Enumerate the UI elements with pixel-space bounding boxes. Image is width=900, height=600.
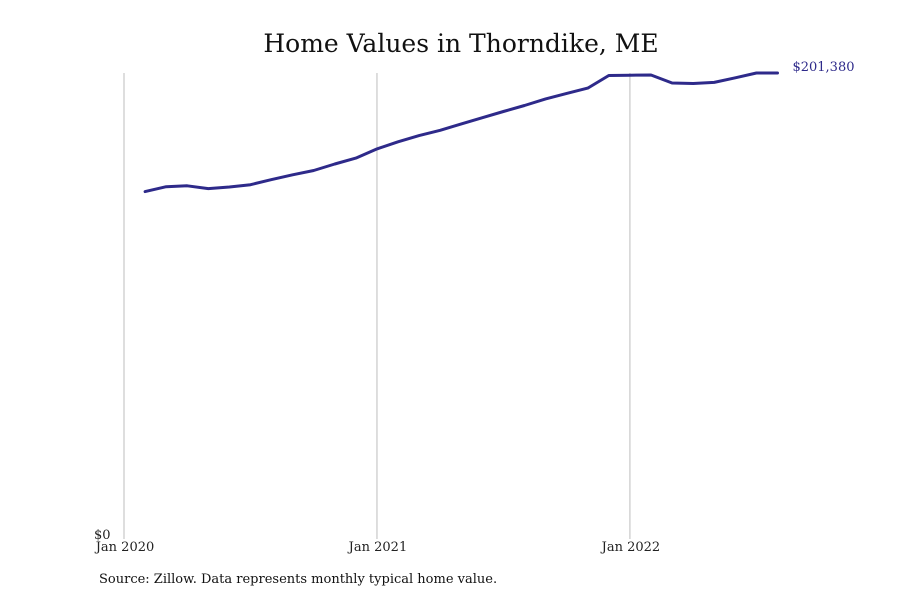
x-tick-label: Jan 2021 [347,540,408,555]
home-value-line [143,71,779,194]
x-tick-label: Jan 2020 [94,540,155,555]
vertical-grid [123,73,631,539]
end-value-label: $201,380 [792,60,854,75]
chart-title: Home Values in Thorndike, ME [263,29,658,58]
series-group [143,71,779,194]
axis-labels: Jan 2020 Jan 2021 Jan 2022 $0 $201,380 [94,60,855,555]
source-note: Source: Zillow. Data represents monthly … [99,572,498,587]
x-tick-label: Jan 2022 [600,540,661,555]
y-tick-label: $0 [94,528,111,543]
